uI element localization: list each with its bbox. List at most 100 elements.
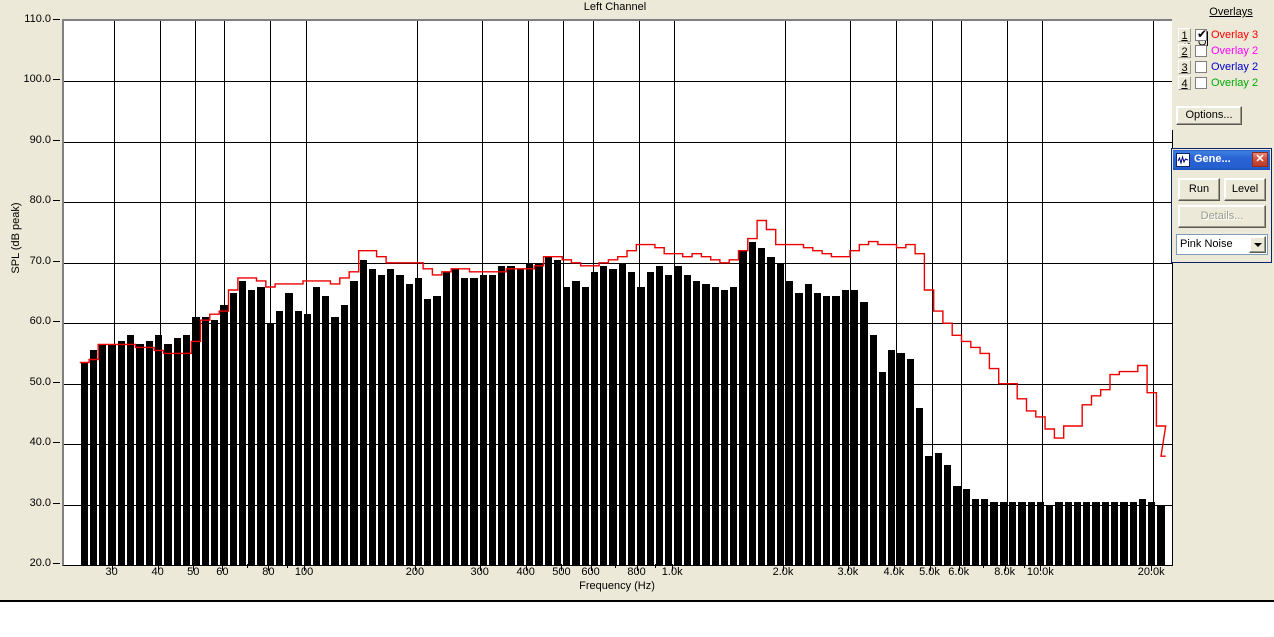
overlay-on-checkbox-3[interactable] [1195,61,1207,73]
generator-signal-select[interactable]: Pink Noise [1176,234,1268,255]
x-tick-label: 500 [552,566,571,578]
spectrum-bar [1101,501,1109,565]
x-tick-label: 8.0k [994,566,1016,578]
overlay-trace [79,219,1167,457]
spectrum-bar [294,311,302,565]
spectrum-bar [953,486,961,565]
close-icon[interactable]: ✕ [1252,152,1268,167]
y-tick-mark [53,261,60,262]
x-tick-mark [1040,564,1041,571]
spectrum-bar [424,299,432,565]
y-tick-label: 80.0 [29,194,51,207]
plot-area[interactable] [62,19,1173,566]
spectrum-bar [813,293,822,565]
spectrum-bar [498,265,506,565]
x-tick-mark [415,564,416,571]
x-tick-mark [983,564,984,568]
spectrum-bar [544,256,552,565]
x-tick-mark [1024,564,1025,568]
spectrum-bar [1148,501,1156,565]
overlay-on-checkbox-2[interactable] [1195,45,1207,57]
chevron-down-icon[interactable] [1249,236,1266,253]
spectrum-bar [925,456,933,565]
spectrum-bar [173,338,182,565]
generator-run-button[interactable]: Run [1178,178,1220,201]
spectrum-bar [1111,501,1119,565]
spectrum-bar [943,465,952,565]
overlay-row-4[interactable]: 4 Overlay 2 [1178,76,1272,91]
spectrum-bar [108,344,116,565]
check-icon: ✔ [1197,27,1208,41]
overlay-on-checkbox-1[interactable]: ✔ [1195,27,1208,41]
x-tick-mark [526,564,527,571]
gridline-vertical [306,21,307,565]
overlay-label-4: Overlay 2 [1211,77,1259,89]
overlay-set-button-1[interactable]: 1 [1178,28,1191,42]
spectrum-bar [377,274,386,565]
x-tick-label: 30 [105,566,118,578]
y-tick-label: 60.0 [29,315,51,328]
x-tick-mark [561,564,562,571]
spectrum-bar [590,271,599,565]
x-axis-ticks [62,564,1171,571]
spectrum-bar [285,293,293,565]
x-tick-mark [783,564,784,571]
spectrum-bar [415,277,423,565]
overlay-set-button-4[interactable]: 4 [1178,76,1191,90]
overlay-row-1[interactable]: 1 ✔ Overlay 3 [1178,28,1272,43]
generator-signal-value: Pink Noise [1180,238,1233,250]
spectrum-bar [563,286,571,565]
overlay-label-2: Overlay 2 [1211,45,1259,57]
spectrum-bar [906,359,915,565]
spectrum-bar [1064,501,1072,565]
gridline-vertical [1042,21,1043,565]
bottom-divider [0,600,1274,602]
spectrum-bar [396,274,404,565]
y-tick-label: 110.0 [24,13,51,25]
spectrum-bar [507,265,515,565]
gridline-horizontal [64,202,1172,203]
generator-level-button[interactable]: Level [1224,178,1266,201]
overlay-set-button-2[interactable]: 2 [1178,44,1191,58]
overlay-row-3[interactable]: 3 Overlay 2 [1178,60,1272,75]
spectrum-bar [155,335,163,565]
overlay-set-button-3[interactable]: 3 [1178,60,1191,74]
x-tick-label: 200 [405,566,425,578]
spectrum-bar [916,407,924,565]
gridline-vertical [850,21,851,565]
spectrum-bar [192,317,200,565]
spectrum-bar [878,371,887,565]
spectrum-bar [758,247,766,565]
spectrum-bar [1018,501,1026,565]
chart-title: Left Channel [583,1,647,13]
spectrum-bar [655,265,664,565]
spectrum-bar [136,344,144,565]
y-axis-title: SPL (dB peak) [10,202,22,274]
y-tick-mark [53,321,60,322]
spectrum-bar [609,268,617,565]
x-tick-mark [672,564,673,571]
y-tick-label: 20.0 [29,557,51,569]
spectrum-bar [304,314,312,565]
overlay-on-checkbox-4[interactable] [1195,77,1207,89]
spectrum-bar [990,501,998,565]
generator-title-text: Gene... [1194,153,1231,165]
spectrum-bar [823,296,831,565]
spectrum-bar [452,268,460,565]
spectrum-bar [1027,501,1035,565]
x-tick-label: 800 [627,566,646,578]
x-tick-label: 60 [216,566,229,578]
spectrum-bar [442,271,451,565]
overlay-options-button[interactable]: Options... [1176,106,1242,125]
x-tick-label: 80 [262,566,275,578]
spectrum-bar [470,277,478,565]
gridline-vertical [160,21,161,565]
spectrum-bar [804,283,812,565]
generator-title-bar[interactable]: Gene... ✕ [1173,150,1270,170]
spectrum-bar [860,302,868,565]
x-tick-mark [222,564,223,571]
spectrum-bar [693,280,701,565]
spectrum-bar [535,262,543,565]
x-axis-title: Frequency (Hz) [579,580,655,592]
overlay-row-2[interactable]: 2 Overlay 2 [1178,44,1272,59]
